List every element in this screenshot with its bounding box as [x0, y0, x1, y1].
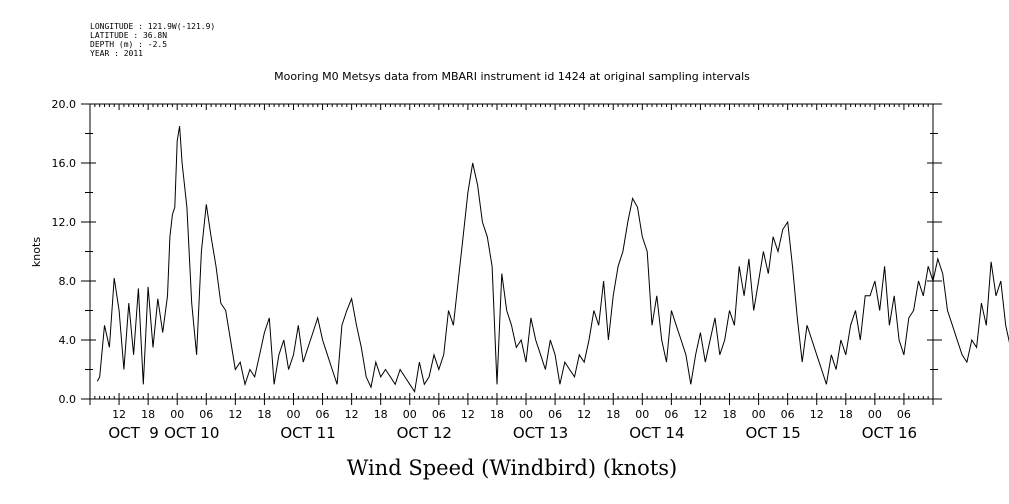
y-tick-label: 8.0 — [59, 275, 77, 288]
x-hour-tick-label: 00 — [286, 408, 300, 421]
x-hour-tick-label: 12 — [693, 408, 707, 421]
x-hour-tick-label: 00 — [752, 408, 766, 421]
meta-year: YEAR : 2011 — [90, 49, 143, 58]
x-date-label: OCT 13 — [513, 424, 568, 442]
x-date-label: OCT 11 — [280, 424, 335, 442]
x-hour-tick-label: 12 — [228, 408, 242, 421]
x-hour-tick-label: 06 — [316, 408, 330, 421]
y-tick-label: 0.0 — [59, 393, 77, 406]
x-hour-tick-label: 18 — [257, 408, 271, 421]
meta-depth: DEPTH (m) : -2.5 — [90, 40, 168, 49]
y-axis-label: knots — [30, 237, 43, 267]
x-hour-tick-label: 00 — [403, 408, 417, 421]
x-hour-tick-label: 18 — [723, 408, 737, 421]
x-hour-tick-label: 12 — [461, 408, 475, 421]
x-date-label: OCT 15 — [745, 424, 800, 442]
x-hour-tick-label: 18 — [839, 408, 853, 421]
x-hour-tick-label: 06 — [897, 408, 911, 421]
metadata-block: LONGITUDE : 121.9W(-121.9) LATITUDE : 36… — [90, 22, 215, 58]
x-axis-label: Wind Speed (Windbird) (knots) — [347, 456, 677, 480]
x-axis: 12 18 00 06 12 18 00 06 12 18 00 06 12 18 00 06 12 18 00 06… — [89, 104, 934, 442]
x-hour-tick-label: 18 — [490, 408, 504, 421]
x-hour-tick-label: 12 — [112, 408, 126, 421]
meta-longitude: LONGITUDE : 121.9W(-121.9) — [90, 22, 216, 31]
x-hour-tick-label: 06 — [664, 408, 678, 421]
x-date-label: OCT 14 — [629, 424, 684, 442]
x-date-label: OCT 9 — [108, 424, 159, 442]
x-date-label: OCT 10 — [164, 424, 219, 442]
x-hour-tick-label: 06 — [548, 408, 562, 421]
x-hour-tick-label: 06 — [199, 408, 213, 421]
x-hour-tick-label: 06 — [432, 408, 446, 421]
x-hour-tick-label: 12 — [577, 408, 591, 421]
x-hour-tick-label: 18 — [606, 408, 620, 421]
x-hour-tick-label: 12 — [345, 408, 359, 421]
x-hour-tick-label: 18 — [141, 408, 155, 421]
plot-frame — [89, 103, 934, 400]
y-axis: 0.0 4.0 8.0 12.0 16.0 20.0 — [52, 98, 942, 406]
y-tick-label: 16.0 — [52, 157, 77, 170]
x-date-label: OCT 16 — [862, 424, 917, 442]
x-hour-tick-label: 12 — [810, 408, 824, 421]
y-tick-label: 20.0 — [52, 98, 77, 111]
x-hour-tick-label: 06 — [781, 408, 795, 421]
x-hour-tick-label: 00 — [519, 408, 533, 421]
y-tick-label: 4.0 — [59, 334, 77, 347]
x-hour-tick-label: 18 — [374, 408, 388, 421]
x-hour-tick-label: 00 — [868, 408, 882, 421]
y-tick-label: 12.0 — [52, 216, 77, 229]
series-line-wind-speed — [96, 126, 1009, 393]
meta-latitude: LATITUDE : 36.8N — [90, 31, 168, 40]
x-hour-tick-label: 00 — [170, 408, 184, 421]
x-hour-tick-label: 00 — [635, 408, 649, 421]
x-date-label: OCT 12 — [397, 424, 452, 442]
chart-title: Mooring M0 Metsys data from MBARI instru… — [274, 70, 750, 83]
